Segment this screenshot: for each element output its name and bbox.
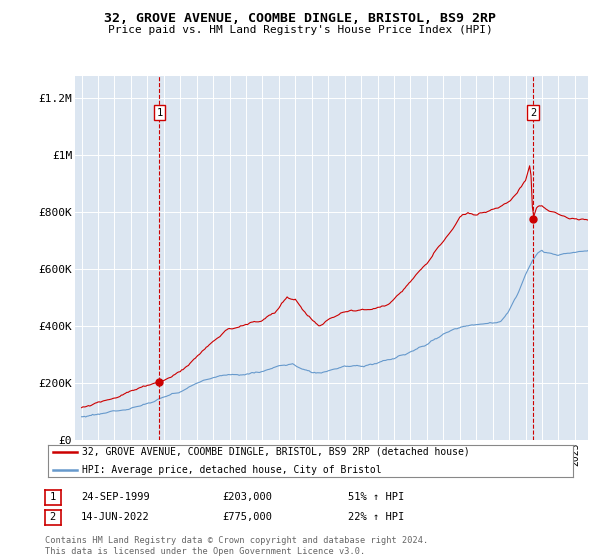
- Text: £775,000: £775,000: [222, 512, 272, 522]
- Text: 2: 2: [50, 512, 56, 522]
- Text: 32, GROVE AVENUE, COOMBE DINGLE, BRISTOL, BS9 2RP (detached house): 32, GROVE AVENUE, COOMBE DINGLE, BRISTOL…: [82, 447, 470, 457]
- Text: 22% ↑ HPI: 22% ↑ HPI: [348, 512, 404, 522]
- Text: HPI: Average price, detached house, City of Bristol: HPI: Average price, detached house, City…: [82, 465, 382, 475]
- Text: Contains HM Land Registry data © Crown copyright and database right 2024.
This d: Contains HM Land Registry data © Crown c…: [45, 536, 428, 556]
- Text: Price paid vs. HM Land Registry's House Price Index (HPI): Price paid vs. HM Land Registry's House …: [107, 25, 493, 35]
- Text: 24-SEP-1999: 24-SEP-1999: [81, 492, 150, 502]
- Text: 2: 2: [530, 108, 536, 118]
- Text: 32, GROVE AVENUE, COOMBE DINGLE, BRISTOL, BS9 2RP: 32, GROVE AVENUE, COOMBE DINGLE, BRISTOL…: [104, 12, 496, 25]
- Text: 14-JUN-2022: 14-JUN-2022: [81, 512, 150, 522]
- Text: 1: 1: [50, 492, 56, 502]
- Text: 1: 1: [156, 108, 163, 118]
- Text: 51% ↑ HPI: 51% ↑ HPI: [348, 492, 404, 502]
- Text: £203,000: £203,000: [222, 492, 272, 502]
